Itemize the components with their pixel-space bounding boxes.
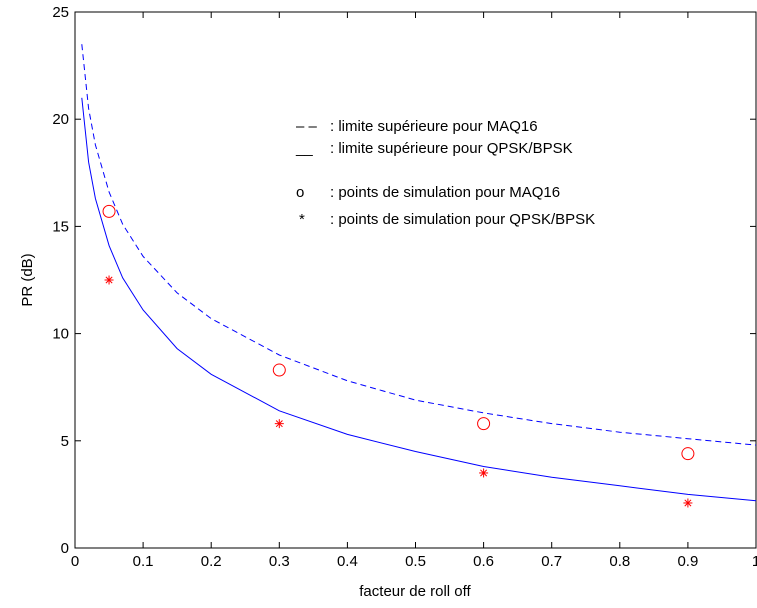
y-tick-label: 5	[61, 433, 69, 450]
x-tick-label: 0.3	[269, 553, 290, 570]
y-tick-label: 20	[52, 111, 69, 128]
star-stroke	[105, 276, 113, 284]
x-tick-label: 0.9	[677, 553, 698, 570]
x-axis-label: facteur de roll off	[359, 583, 471, 600]
x-tick-label: 0.2	[201, 553, 222, 570]
x-tick-label: 0.8	[609, 553, 630, 570]
scatter-point-star	[104, 275, 114, 285]
series-line-dashed	[81, 44, 757, 446]
legend-symbol-0: – –	[296, 118, 318, 135]
legend-symbol-3: *	[299, 211, 305, 228]
legend-text-0: : limite supérieure pour MAQ16	[330, 118, 538, 135]
x-tick-label: 0	[71, 553, 79, 570]
star-stroke	[684, 499, 692, 507]
scatter-point-circle	[102, 204, 116, 218]
legend-symbol-1: __	[295, 140, 313, 157]
x-tick-label: 0.5	[405, 553, 426, 570]
star-stroke	[275, 420, 283, 428]
x-tick-label: 0.4	[337, 553, 358, 570]
y-tick-label: 0	[61, 540, 69, 557]
x-tick-label: 0.6	[473, 553, 494, 570]
x-tick-label: 0.1	[133, 553, 154, 570]
y-axis-label: PR (dB)	[19, 253, 36, 306]
legend-text-1: : limite supérieure pour QPSK/BPSK	[330, 140, 573, 157]
series-line-solid	[81, 97, 757, 502]
scatter-point-star	[274, 419, 284, 429]
x-tick-label: 1	[752, 553, 757, 570]
legend-text-3: : points de simulation pour QPSK/BPSK	[330, 211, 595, 228]
star-stroke	[480, 469, 488, 477]
scatter-point-circle	[272, 363, 286, 377]
legend-text-2: : points de simulation pour MAQ16	[330, 184, 560, 201]
y-tick-label: 10	[52, 326, 69, 343]
x-tick-label: 0.7	[541, 553, 562, 570]
legend-symbol-2: o	[296, 184, 304, 201]
y-tick-label: 25	[52, 4, 69, 21]
scatter-point-star	[683, 498, 693, 508]
plot-area	[74, 11, 757, 549]
scatter-point-star	[479, 468, 489, 478]
y-tick-label: 15	[52, 218, 69, 235]
scatter-point-circle	[681, 447, 695, 461]
scatter-point-circle	[477, 417, 491, 431]
series-layer	[81, 44, 757, 508]
legend: – – : limite supérieure pour MAQ16 __ : …	[295, 118, 595, 228]
